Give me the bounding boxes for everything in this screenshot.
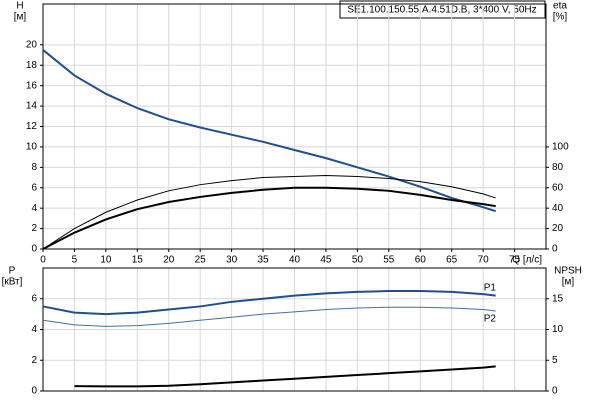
y-tick-label: 4 [31,324,37,335]
y2-tick-label: 15 [552,293,564,304]
x-tick-label: 70 [478,255,490,266]
x-tick-label: 35 [258,255,270,266]
curve-label: P1 [484,282,497,293]
curve [42,186,496,250]
y-tick-label: 14 [26,101,38,112]
x-tick-label: 75 [509,255,521,266]
curve [42,174,496,250]
y-tick-label: 4 [31,203,37,214]
x-tick-label: 55 [383,255,395,266]
chart-title: SE1.100.150.55.A.4.51D.B, 3*400 V, 50Hz [347,5,536,16]
x-tick-label: 45 [320,255,332,266]
y-tick-label: 0 [31,386,37,397]
x-tick-label: 15 [132,255,144,266]
curve-label: P2 [484,314,497,325]
y2-tick-label: 60 [552,182,564,193]
plot-frame [42,267,547,392]
y2-axis-label: eta [553,1,567,12]
y-tick-label: 20 [26,39,38,50]
y2-tick-label: 100 [552,142,569,153]
x-tick-label: 0 [40,255,46,266]
curve [42,290,496,316]
y2-tick-label: 40 [552,203,564,214]
y-axis-label: [м] [14,12,27,23]
y-tick-label: 2 [31,355,37,366]
y-axis-label: H [16,1,23,12]
y2-axis-label: NPSH [554,266,582,277]
y2-axis-label: [м] [562,277,575,288]
y2-tick-label: 0 [552,386,558,397]
x-tick-label: 30 [226,255,238,266]
y2-tick-label: 10 [552,324,564,335]
curve [74,365,496,388]
y-tick-label: 12 [26,121,38,132]
x-tick-label: 5 [72,255,78,266]
y-axis-label: [кВт] [2,277,23,288]
x-tick-label: 20 [163,255,175,266]
y2-axis-label: [%] [553,12,568,23]
plot-frame [42,3,547,250]
y-tick-label: 0 [31,244,37,255]
y2-tick-label: 80 [552,162,564,173]
x-tick-label: 50 [352,255,364,266]
y-tick-label: 8 [31,162,37,173]
y-tick-label: 6 [31,293,37,304]
title-box [339,0,546,19]
curve [42,306,496,327]
x-tick-label: 10 [100,255,112,266]
x-tick-label: 60 [415,255,427,266]
y2-tick-label: 0 [552,244,558,255]
y2-tick-label: 20 [552,223,564,234]
x-axis-label: Q [л/с] [512,255,542,266]
y-tick-label: 10 [26,142,38,153]
x-tick-label: 65 [446,255,458,266]
curve [42,49,497,213]
y-tick-label: 16 [26,80,38,91]
x-tick-label: 25 [195,255,207,266]
y-axis-label: P [9,266,16,277]
y-tick-label: 6 [31,182,37,193]
y-tick-label: 18 [26,60,38,71]
y-tick-label: 2 [31,223,37,234]
y2-tick-label: 5 [552,355,558,366]
x-tick-label: 40 [289,255,301,266]
